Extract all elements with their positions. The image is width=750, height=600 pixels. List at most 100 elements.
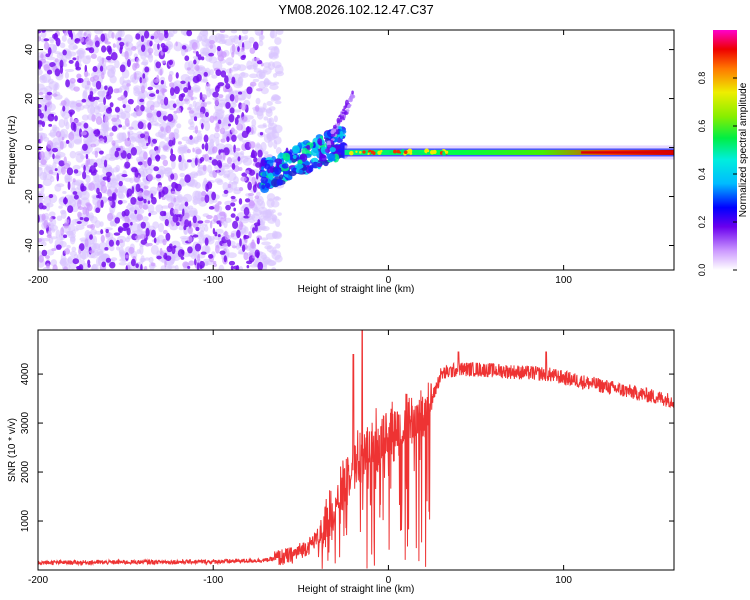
noise-point [169,153,176,162]
noise-point [90,143,97,148]
noise-speckle [62,191,67,195]
noise-point [55,37,61,47]
noise-speckle [272,52,278,59]
noise-point [175,41,178,47]
noise-point [216,169,220,173]
noise-speckle [230,30,238,34]
tail-point [281,163,289,169]
noise-point [215,85,220,93]
tail-point [288,170,297,177]
noise-point [257,149,263,158]
noise-point [111,117,118,122]
noise-point [76,122,82,126]
noise-point [249,81,257,87]
noise-point [200,196,205,202]
noise-speckle [61,111,71,119]
noise-point [224,75,229,84]
noise-speckle [122,125,127,130]
noise-point [94,150,99,158]
spectrogram-content [38,30,674,270]
noise-point [214,97,219,106]
line-bright-point [359,151,362,154]
line-bright-point [407,148,413,154]
noise-speckle [38,166,43,171]
noise-point [131,46,137,51]
noise-point [130,147,137,156]
noise-speckle [208,133,216,144]
noise-point [150,262,156,267]
noise-speckle [271,215,278,221]
noise-point [109,102,114,108]
noise-point [169,82,175,88]
noise-point [192,75,200,84]
noise-point [249,141,256,149]
noise-speckle [275,243,281,249]
noise-point [135,263,139,269]
noise-point [184,55,190,62]
noise-speckle [50,236,58,240]
noise-speckle [199,118,206,128]
noise-point [168,139,174,147]
noise-speckle [82,89,88,98]
noise-point [147,47,154,54]
noise-point [181,45,187,50]
x-tick-label: 100 [555,275,572,286]
noise-point [167,202,174,209]
noise-point [238,198,243,205]
noise-point [211,191,217,201]
noise-speckle [79,30,84,35]
noise-speckle [91,243,100,252]
noise-point [147,173,154,182]
tail-point [339,130,344,140]
noise-point [169,86,175,96]
snr-series-line [38,330,674,569]
noise-point [59,65,64,74]
noise-point [73,194,79,200]
noise-point [161,88,165,96]
noise-speckle [68,140,75,149]
noise-point [38,30,42,34]
tail-point [317,138,323,145]
noise-point [184,174,191,183]
noise-point [124,118,130,127]
noise-point [233,207,237,212]
noise-point [187,226,194,234]
noise-point [135,105,141,112]
noise-point [127,98,134,105]
x-tick-label: -200 [28,275,48,286]
noise-point [128,246,135,254]
noise-point [215,69,222,77]
noise-speckle [227,72,233,81]
noise-point [214,125,220,133]
noise-speckle [142,216,149,222]
noise-point [54,155,61,159]
noise-point [193,116,198,122]
noise-speckle [64,68,75,73]
line-bright-point [401,149,405,153]
noise-speckle [58,205,63,209]
noise-point [38,120,43,125]
noise-speckle [84,245,90,251]
noise-point [38,193,42,199]
noise-speckle [54,183,62,192]
noise-point [62,234,68,239]
noise-point [226,136,230,143]
noise-point [117,199,123,205]
noise-speckle [133,87,140,97]
noise-speckle [56,215,63,221]
noise-speckle [59,128,69,138]
line-bright-point [430,150,435,155]
noise-point [62,105,66,112]
noise-point [143,185,149,190]
noise-point [220,70,227,78]
noise-point [38,103,42,109]
line-bright-point [367,152,370,156]
noise-point [209,115,215,124]
noise-point [192,147,195,153]
noise-point [98,150,104,155]
noise-point [104,85,108,91]
noise-speckle [91,263,99,270]
noise-speckle [239,217,250,224]
noise-speckle [39,75,46,81]
